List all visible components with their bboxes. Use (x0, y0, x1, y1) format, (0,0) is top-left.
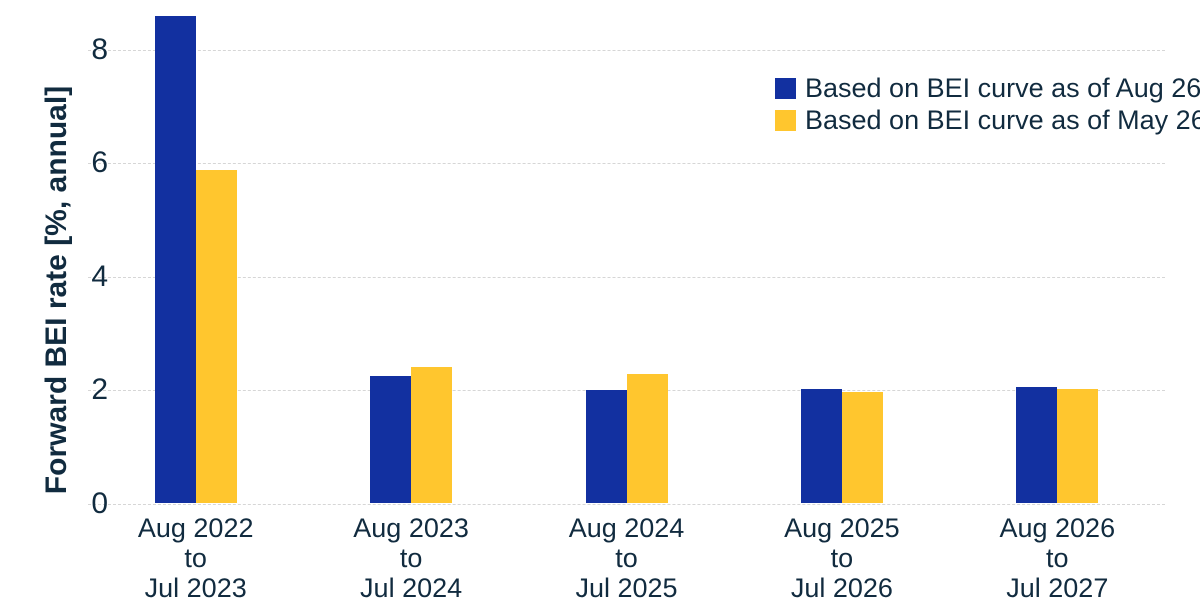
legend-label: Based on BEI curve as of May 26 (805, 104, 1200, 135)
x-tick-label-0: Aug 2022 to Jul 2023 (137, 513, 254, 600)
gridline-y0 (88, 503, 1165, 505)
y-tick-label-4: 4 (91, 259, 108, 293)
legend-swatch-yellow (775, 109, 796, 131)
x-tick-label-1: Aug 2023 to Jul 2024 (353, 513, 469, 600)
bar-series0-cat1 (370, 375, 412, 504)
bar-series1-cat1 (411, 367, 453, 504)
y-tick-label-0: 0 (91, 486, 108, 520)
y-tick-label-6: 6 (91, 146, 108, 180)
bar-series1-cat3 (841, 391, 883, 504)
y-tick-label-8: 8 (91, 32, 108, 66)
x-tick-label-2: Aug 2024 to Jul 2025 (568, 513, 685, 600)
gridline-y6 (88, 163, 1165, 165)
bar-series1-cat2 (626, 373, 668, 504)
legend-item-may: Based on BEI curve as of May 26 (775, 104, 1200, 136)
x-tick-label-4: Aug 2026 to Jul 2027 (999, 513, 1116, 600)
legend-swatch-blue (775, 77, 796, 99)
bar-series1-cat0 (195, 170, 237, 504)
bar-series0-cat2 (585, 389, 627, 504)
gridline-y4 (88, 276, 1165, 278)
gridline-y8 (88, 49, 1165, 51)
bar-series1-cat4 (1057, 388, 1099, 504)
bar-series0-cat0 (154, 15, 196, 504)
y-tick-label-2: 2 (91, 373, 108, 407)
bar-series0-cat3 (800, 388, 842, 504)
x-tick-label-3: Aug 2025 to Jul 2026 (784, 513, 900, 600)
legend: Based on BEI curve as of Aug 26 Based on… (775, 72, 1200, 136)
bar-series0-cat4 (1016, 386, 1058, 504)
legend-label: Based on BEI curve as of Aug 26 (805, 72, 1200, 103)
legend-item-aug: Based on BEI curve as of Aug 26 (775, 72, 1200, 104)
